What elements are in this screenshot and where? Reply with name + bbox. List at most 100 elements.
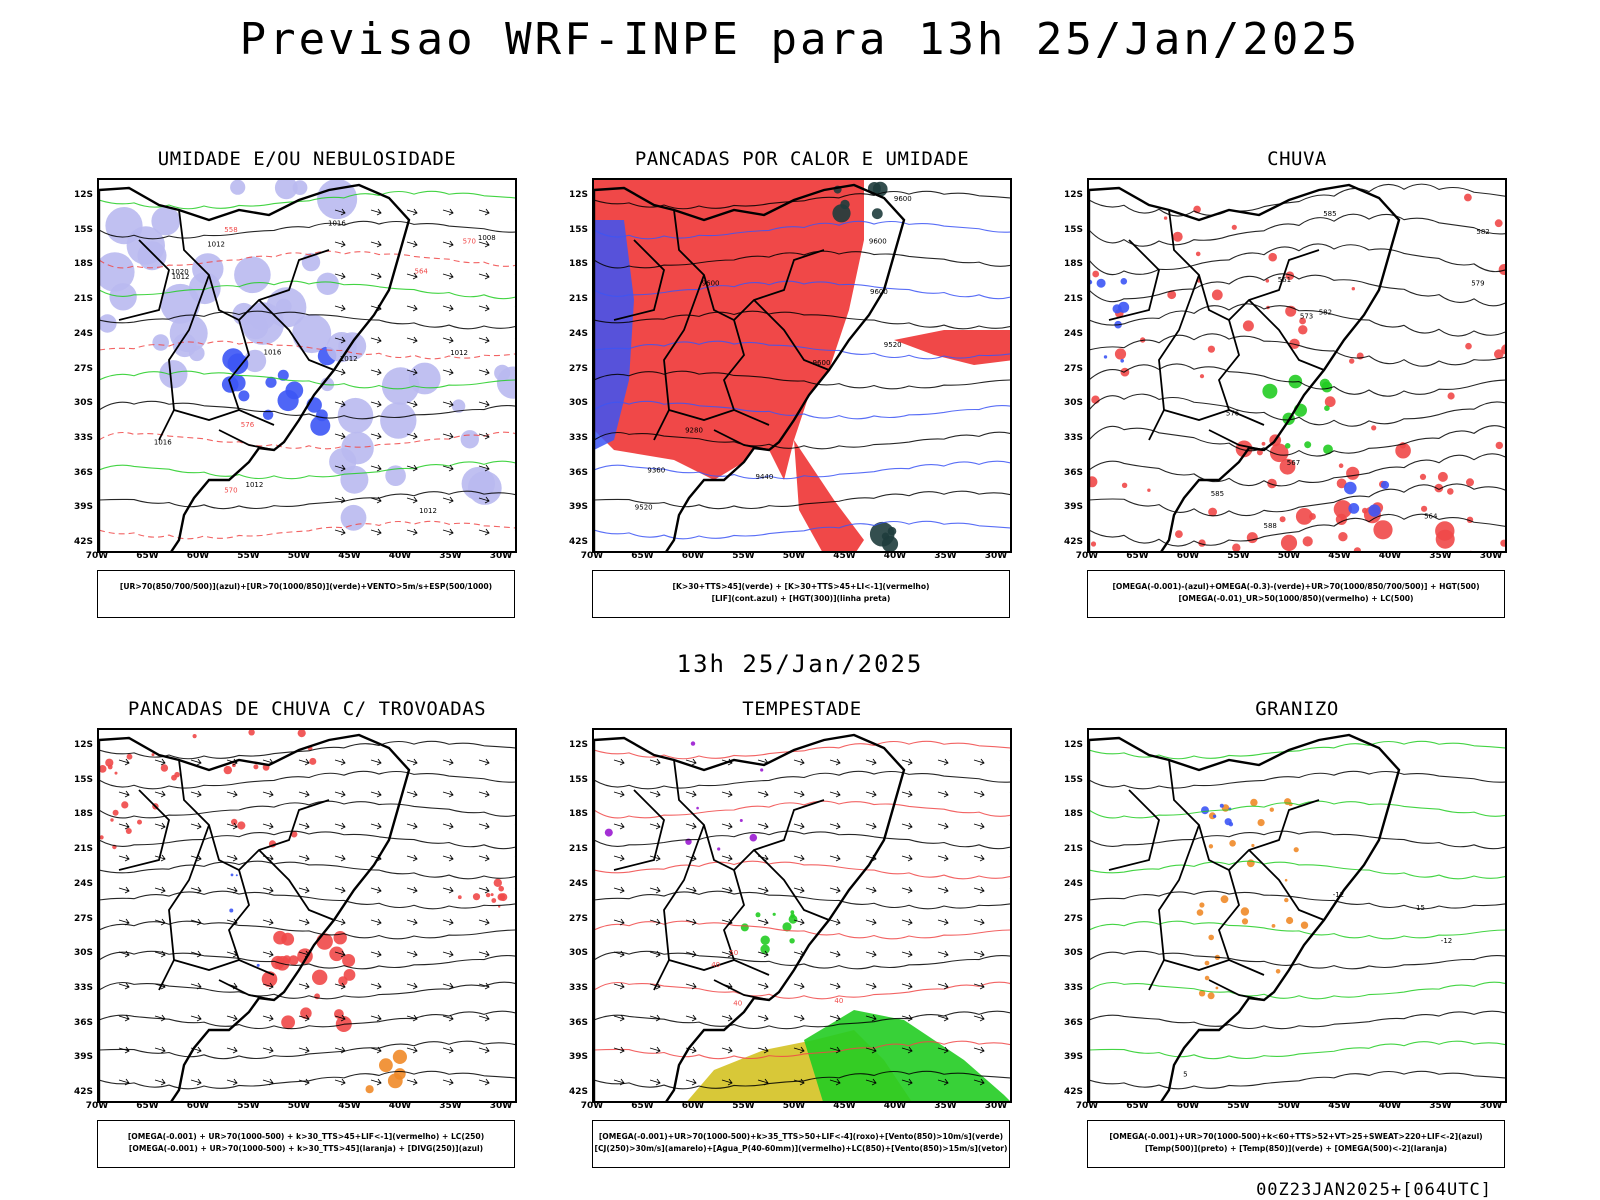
wind-shade: [788, 914, 798, 924]
lat-tick-label: 30S: [73, 398, 93, 409]
lat-tick-label: 39S: [73, 502, 93, 513]
storm-shade: [273, 930, 287, 945]
rain-shade: [1284, 443, 1291, 449]
country-border: [1168, 759, 1320, 872]
contour-label: 40: [733, 1000, 742, 1008]
wind-arrow: [973, 1046, 985, 1054]
country-border: [1148, 274, 1200, 441]
hail-shade: [1246, 859, 1255, 868]
rain-shade: [1279, 458, 1296, 475]
lat-tick-label: 39S: [568, 502, 588, 513]
wind-arrow: [865, 886, 877, 894]
lat-tick-label: 18S: [1063, 259, 1083, 270]
lat-tick-label: 30S: [568, 398, 588, 409]
hail-shade: [1284, 798, 1292, 806]
wind-arrow: [613, 1014, 625, 1022]
lat-tick-label: 33S: [568, 982, 588, 993]
contour-line: [99, 220, 515, 240]
wind-arrow: [226, 854, 238, 862]
wind-arrow: [370, 1078, 382, 1086]
rain-shade: [1498, 264, 1505, 275]
country-border: [1208, 979, 1265, 1001]
wind-arrow: [298, 758, 310, 766]
wind-arrow: [298, 1078, 310, 1086]
lat-tick-label: 12S: [568, 190, 588, 200]
wind-arrow: [478, 464, 490, 472]
wind-arrow: [757, 1078, 769, 1086]
wind-arrow: [118, 982, 130, 990]
lat-tick-label: 30S: [1063, 948, 1083, 959]
legend-line: [Temp(500)](preto) + [Temp(850)](verde) …: [1144, 1144, 1448, 1153]
wind-arrow: [613, 1078, 625, 1086]
wind-arrow: [613, 918, 625, 926]
contour-line: [594, 860, 1010, 880]
rain-shade: [1211, 289, 1223, 301]
rain-shade: [1371, 425, 1377, 431]
storm-shade: [174, 771, 180, 778]
storm-shade: [490, 893, 494, 897]
wind-arrow: [478, 1014, 490, 1022]
lat-tick-label: 21S: [568, 294, 588, 305]
storm-shade: [160, 764, 169, 772]
wind-arrow: [154, 982, 166, 990]
wind-arrow: [793, 854, 805, 862]
wind-arrow: [514, 920, 515, 921]
lon-tick-label: 60W: [1176, 551, 1200, 561]
page-title: Previsao WRF-INPE para 13h 25/Jan/2025: [239, 14, 1361, 65]
lon-tick-label: 60W: [186, 1101, 210, 1111]
wind-arrow: [829, 1046, 841, 1054]
wind-arrow: [442, 886, 454, 894]
wind-arrow: [649, 822, 661, 830]
lat-tick-label: 39S: [1063, 1052, 1083, 1063]
lon-tick-label: 35W: [439, 1101, 462, 1111]
rain-shade: [1120, 278, 1128, 285]
lon-tick-label: 65W: [631, 1101, 654, 1111]
hail-shade: [1228, 822, 1234, 827]
contour-line: [99, 1040, 515, 1060]
storm-shade: [235, 874, 238, 877]
wind-arrow: [406, 464, 418, 472]
wind-arrow: [478, 758, 490, 766]
wind-arrow: [721, 854, 733, 862]
humidity-shade: [340, 504, 367, 531]
contour-label: 5: [1183, 1070, 1187, 1078]
rain-shade: [1090, 541, 1097, 547]
map-canvas: [99, 730, 515, 1101]
rain-shade: [1321, 381, 1333, 393]
storm-shade: [229, 908, 234, 913]
wind-arrow: [514, 792, 515, 793]
wind-arrow: [793, 790, 805, 798]
wind-arrow: [370, 272, 382, 280]
hail-shade: [1229, 840, 1236, 847]
lat-tick-label: 15S: [73, 774, 93, 785]
wind-arrow: [478, 886, 490, 894]
wind-arrow: [721, 886, 733, 894]
wind-arrow: [406, 368, 418, 376]
legend-box: [OMEGA(-0.001)+UR>70(1000-500)+k<60+TTS>…: [1087, 1120, 1505, 1168]
storm-shade: [343, 969, 356, 981]
contour-line: [1089, 1040, 1505, 1060]
wind-arrow: [154, 950, 166, 958]
convection-shade: [690, 741, 696, 746]
contour-line: [594, 490, 1010, 510]
lat-tick-label: 42S: [1063, 537, 1083, 547]
wind-arrow: [442, 432, 454, 440]
contour-label: 585: [1211, 490, 1224, 498]
lat-tick-label: 18S: [73, 809, 93, 820]
rain-shade: [1500, 539, 1505, 547]
wind-arrow: [901, 918, 913, 926]
storm-shade: [472, 893, 481, 901]
hail-shade: [1208, 844, 1214, 849]
wind-arrow: [973, 1078, 985, 1086]
wind-arrow: [334, 982, 346, 990]
rain-shade: [1256, 449, 1263, 456]
lat-tick-label: 33S: [1063, 432, 1083, 443]
wind-arrow: [865, 1014, 877, 1022]
instability-shade: [840, 199, 850, 210]
wind-arrow: [865, 758, 877, 766]
lat-tick-label: 42S: [73, 1087, 93, 1097]
wind-arrow: [406, 982, 418, 990]
wind-arrow: [973, 790, 985, 798]
lat-tick-label: 30S: [1063, 398, 1083, 409]
storm-shade: [126, 753, 133, 760]
